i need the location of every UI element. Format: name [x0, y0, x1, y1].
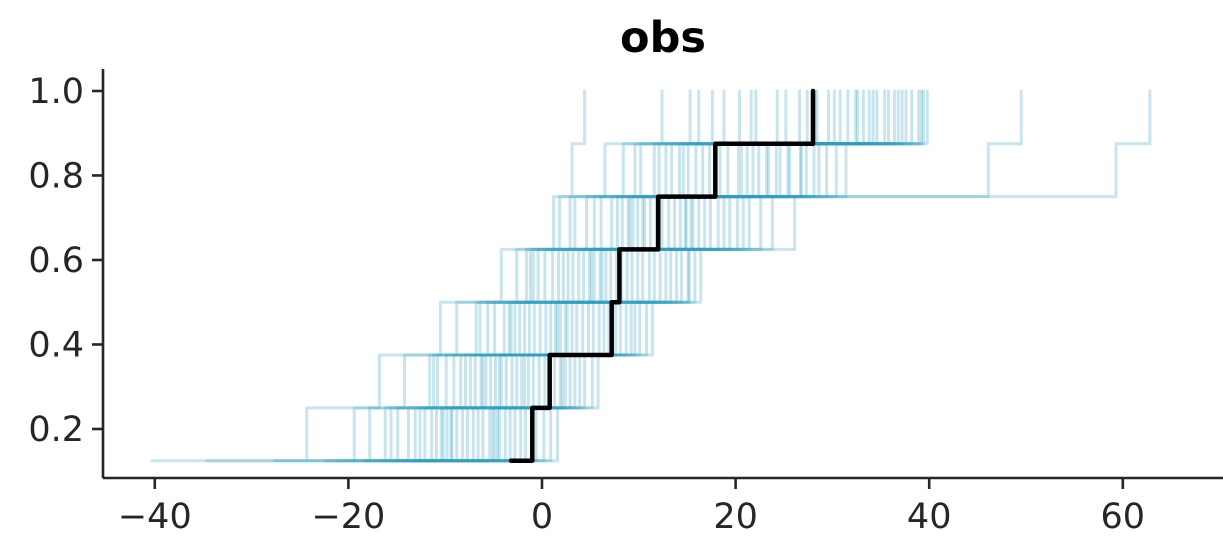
x-tick-label: 60: [1101, 497, 1146, 537]
x-tick-label: 40: [907, 497, 952, 537]
predictive-ecdf-curve: [377, 89, 809, 463]
predictive-ecdf-curve: [507, 89, 923, 463]
chart-title: obs: [620, 13, 706, 63]
predictive-ecdf-curve: [393, 89, 587, 463]
predictive-ecdf-curve: [273, 89, 726, 463]
predictive-ecdf-curve: [307, 89, 741, 463]
predictive-ecdf-curve: [417, 89, 879, 463]
predictive-ecdf-curve: [447, 89, 819, 463]
y-tick-label: 0.2: [28, 410, 84, 450]
predictive-ecdf-curve: [442, 89, 925, 463]
predictive-ecdf-curve: [335, 89, 758, 463]
predictive-ecdf-curve: [500, 89, 904, 463]
predictive-ecdf-curve: [384, 89, 817, 463]
predictive-ecdf-curve: [412, 89, 871, 463]
y-tick-label: 0.4: [28, 325, 84, 365]
x-tick-label: 0: [531, 497, 553, 537]
predictive-ecdf-curve: [406, 89, 858, 463]
predictive-ecdf-curve: [150, 89, 664, 463]
axes-layer: −40 −20 0 20 40 60 0.2 0.4 0.6 0.8 1.0: [28, 69, 1223, 537]
predictive-ecdf-curve: [364, 89, 788, 463]
predictive-ecdf-curve: [457, 89, 860, 463]
x-tick-label: 20: [713, 497, 758, 537]
predictive-ecdf-curve: [362, 89, 692, 463]
predictive-ecdf-curve: [451, 89, 836, 463]
observed-ecdf-curve: [508, 88, 816, 463]
y-tick-label: 1.0: [28, 72, 84, 112]
predictive-ecdf-curve: [396, 89, 842, 463]
predictive-ecdf-curve: [323, 89, 714, 463]
predictive-ecdf-curve: [413, 89, 1152, 463]
predictive-ecdf-curve: [462, 89, 875, 463]
ticks-layer: −40 −20 0 20 40 60 0.2 0.4 0.6 0.8 1.0: [28, 72, 1145, 537]
y-tick-label: 0.6: [28, 241, 84, 281]
y-tick-label: 0.8: [28, 156, 84, 196]
predictive-ecdf-curve: [391, 89, 830, 463]
predictive-ecdf-curve: [205, 89, 701, 463]
predictive-ecdf-curve: [496, 89, 890, 463]
x-tick-label: −40: [118, 497, 192, 537]
predictive-ecdf-curve: [437, 89, 921, 463]
predictive-ecdf-curve: [350, 89, 779, 463]
predictive-ecdf-curve: [372, 89, 801, 463]
predictive-ecdf-curve: [445, 89, 753, 463]
x-tick-label: −20: [311, 497, 385, 537]
curves-layer: [150, 88, 1152, 463]
predictive-ecdf-curve: [402, 89, 850, 463]
